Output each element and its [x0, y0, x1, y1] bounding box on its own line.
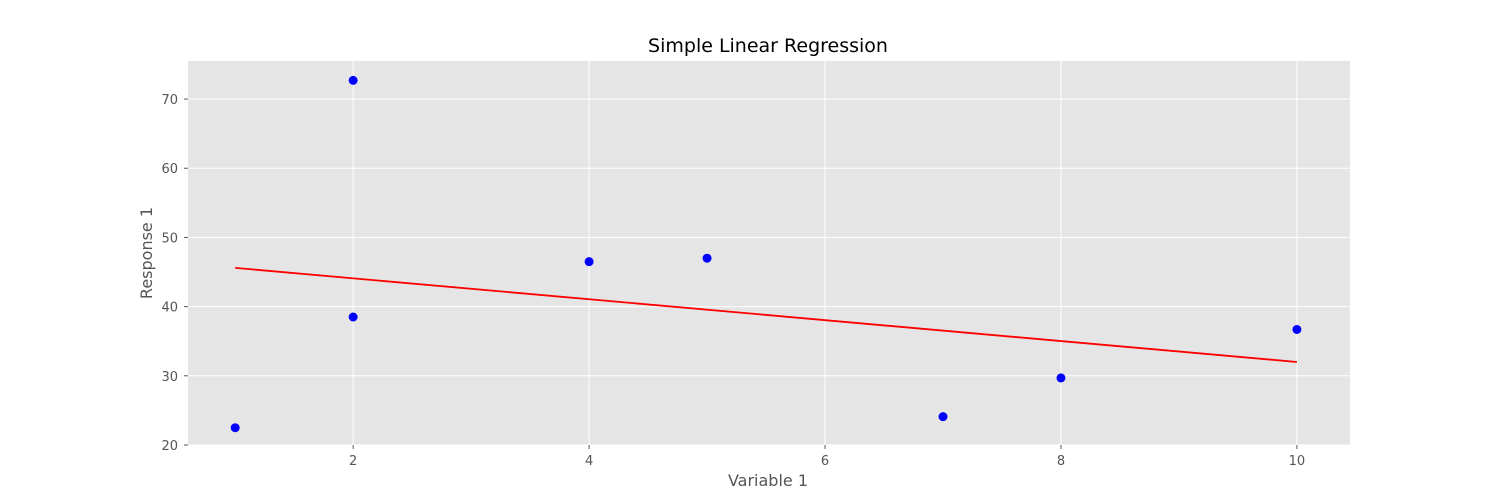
data-point — [1056, 373, 1066, 383]
data-point — [230, 423, 240, 433]
series-layer — [230, 75, 1302, 433]
x-tick-label: 2 — [349, 454, 357, 469]
y-tick-label: 60 — [161, 162, 178, 177]
y-tick-label: 40 — [161, 301, 178, 316]
y-tick-label: 20 — [161, 439, 178, 454]
x-tick-label: 10 — [1289, 454, 1306, 469]
ticks: 2 4 6 8 10 20 30 40 50 60 70 — [161, 93, 1305, 469]
y-tick-label: 70 — [161, 93, 178, 108]
x-tick-label: 4 — [585, 454, 593, 469]
data-point — [348, 75, 358, 85]
y-tick-label: 30 — [161, 370, 178, 385]
plot-area — [188, 61, 1350, 445]
y-tick-label: 50 — [161, 231, 178, 246]
x-tick-label: 6 — [821, 454, 829, 469]
chart-title: Simple Linear Regression — [648, 35, 888, 57]
regression-line — [235, 266, 1297, 363]
grid — [188, 61, 1350, 446]
data-point — [702, 253, 712, 263]
data-point — [938, 412, 948, 422]
y-axis-label: Response 1 — [137, 207, 156, 299]
data-point — [1292, 324, 1302, 334]
data-point — [584, 257, 594, 267]
x-axis-label: Variable 1 — [728, 471, 808, 490]
data-point — [348, 312, 358, 322]
x-tick-label: 8 — [1057, 454, 1065, 469]
